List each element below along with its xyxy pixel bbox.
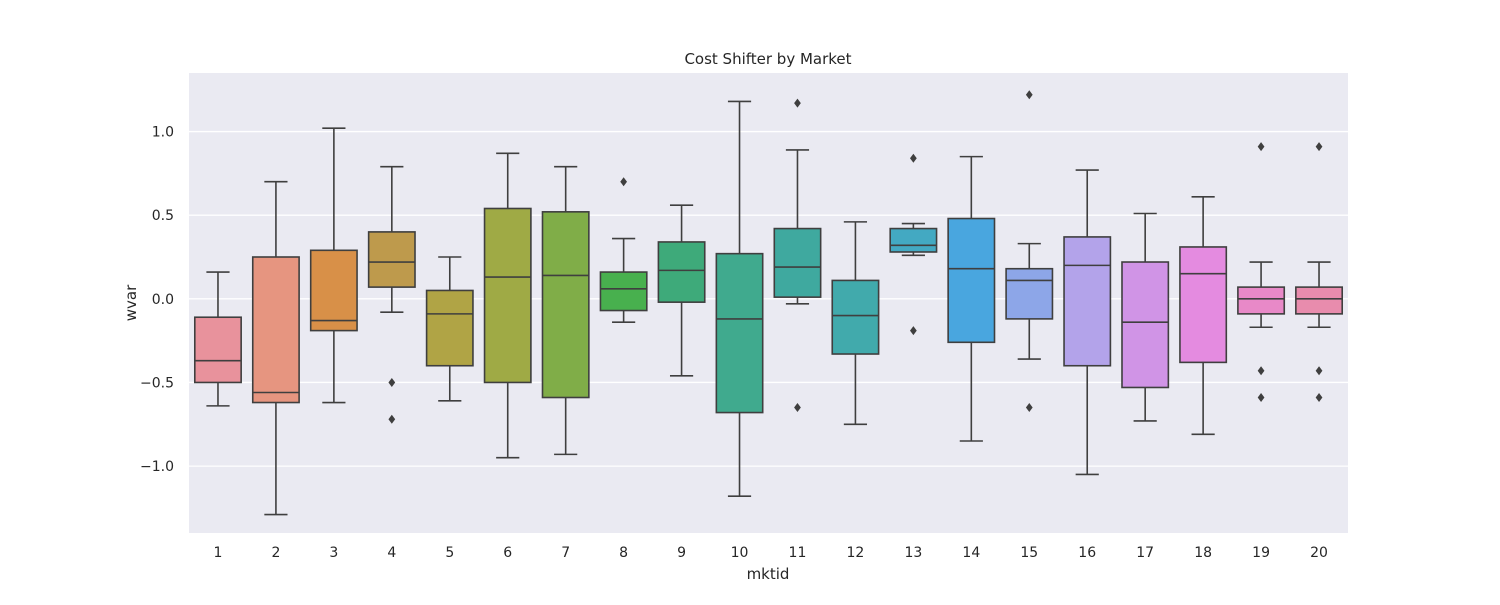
x-tick-labels: 1 2 3 4 5 6 7 8 9 10 11 12 13 14 15 16 17 18 19 20 [214,545,1328,561]
box-market-12 [831,221,880,426]
box-market-4 [367,165,416,424]
iqr-box [367,231,416,288]
outlier-point [910,153,917,163]
x-tick-label: 19 [1252,545,1270,561]
plot-area [189,73,1348,533]
box-market-13 [889,153,938,336]
x-tick-label: 17 [1136,545,1154,561]
y-tick-label: 1.0 [152,125,174,141]
outlier-point [388,414,396,424]
iqr-box [309,249,358,332]
x-tick-label: 3 [329,545,338,561]
iqr-box [831,279,880,355]
x-tick-label: 8 [619,545,628,561]
iqr-box [425,289,474,367]
x-tick-label: 12 [847,545,865,561]
x-axis-label: mktid [747,565,790,583]
outlier-point [1025,90,1033,100]
outlier-point [1315,366,1323,376]
outlier-point [1257,366,1265,376]
iqr-box [1295,286,1344,315]
box-market-8 [599,177,648,324]
box-market-1 [193,271,242,407]
box-market-5 [425,256,474,402]
x-tick-label: 15 [1020,545,1038,561]
x-tick-label: 11 [789,545,807,561]
iqr-box [599,271,648,312]
x-tick-label: 1 [214,545,223,561]
y-tick-label: 0.5 [152,208,174,224]
x-tick-label: 7 [561,545,570,561]
outlier-point [388,377,396,387]
box-market-7 [541,165,590,456]
y-axis-label: wvar [122,284,140,321]
x-tick-label: 13 [904,545,922,561]
iqr-box [1005,267,1054,320]
iqr-box [657,241,706,303]
box-market-15 [1005,90,1054,413]
iqr-box [193,316,242,384]
box-market-3 [309,127,358,404]
iqr-box [1179,246,1228,364]
iqr-box [1121,261,1170,389]
y-tick-label: 0.0 [152,292,174,308]
x-tick-label: 9 [677,545,686,561]
chart-title: Cost Shifter by Market [684,50,851,68]
box-market-18 [1179,195,1228,436]
x-tick-label: 4 [387,545,396,561]
box-market-6 [483,152,532,459]
box-market-19 [1237,142,1286,403]
x-tick-label: 6 [503,545,512,561]
outlier-point [794,98,801,108]
y-tick-label: −1.0 [140,459,174,475]
iqr-box [251,256,300,404]
iqr-box [947,217,996,344]
x-tick-label: 20 [1310,545,1328,561]
outlier-point [1257,393,1265,403]
outlier-point [910,326,917,336]
x-tick-label: 10 [731,545,749,561]
box-market-17 [1121,212,1170,422]
box-market-2 [251,180,300,516]
outlier-point [794,403,801,413]
x-tick-label: 5 [445,545,454,561]
box-market-11 [773,98,822,413]
outlier-point [620,177,627,187]
iqr-box [1237,286,1286,315]
x-tick-label: 16 [1078,545,1096,561]
iqr-box [1063,236,1112,367]
iqr-box [889,227,938,253]
iqr-box [483,207,532,384]
boxes-group [193,90,1344,516]
outlier-point [1257,142,1265,152]
x-tick-label: 2 [271,545,280,561]
x-tick-label: 18 [1194,545,1212,561]
box-market-9 [657,204,706,377]
box-market-14 [947,155,996,442]
x-tick-label: 14 [962,545,980,561]
outlier-point [1315,142,1323,152]
iqr-box [773,227,822,298]
outlier-point [1025,403,1033,413]
box-market-16 [1063,169,1112,476]
box-market-10 [715,100,764,498]
iqr-box [715,252,764,414]
box-market-20 [1295,142,1344,403]
y-tick-labels: −1.0 −0.5 0.0 0.5 1.0 [140,125,174,476]
iqr-box [541,211,590,399]
y-tick-label: −0.5 [140,375,174,391]
outlier-point [1315,393,1323,403]
